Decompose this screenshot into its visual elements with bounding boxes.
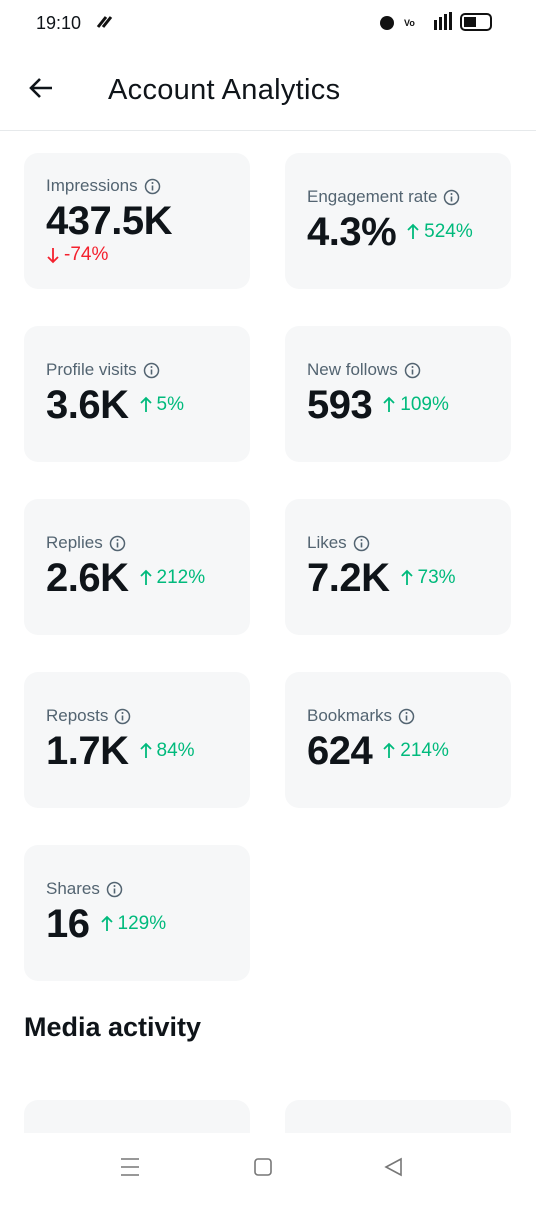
info-icon [143, 362, 159, 378]
nav-bar [0, 1133, 536, 1200]
metric-card [24, 1100, 250, 1133]
metric-row: 437.5K -74% [46, 198, 232, 266]
metric-card: Impressions 437.5K -74% [24, 153, 250, 289]
info-icon [404, 362, 420, 378]
metric-label-row: Engagement rate [307, 187, 493, 207]
trend-arrow [383, 396, 395, 412]
trend-arrow [139, 569, 152, 585]
metric-row: 7.2K 73% [307, 555, 493, 601]
metric-change-text: 5% [156, 394, 184, 415]
info-icon [109, 535, 125, 551]
metric-card: Likes 7.2K 73% [285, 499, 511, 635]
metric-label-row: Bookmarks [307, 706, 493, 726]
trend-arrow [47, 248, 59, 264]
metric-card: Profile visits 3.6K 5% [24, 326, 250, 462]
metric-card: Reposts 1.7K 84% [24, 672, 250, 808]
info-icon [115, 708, 131, 724]
metric-label: Replies [46, 533, 103, 552]
metric-row: 4.3% 524% [307, 209, 493, 255]
metric-card [285, 1100, 511, 1133]
info-icon [144, 178, 160, 194]
metric-value: 593 [307, 383, 373, 427]
trend-arrow [100, 915, 113, 931]
status-bar: 19:10 Vo [0, 0, 536, 48]
metrics-grid: Impressions 437.5K -74% Engagement rate 4.3%… [24, 153, 512, 981]
metric-value: 16 [46, 902, 90, 946]
metric-card: New follows 593 109% [285, 326, 511, 462]
info-icon [398, 708, 415, 724]
metric-change-text: 524% [424, 221, 473, 242]
metric-change: 5% [139, 394, 184, 416]
status-time: 19:10 [36, 13, 82, 33]
metric-label-row: New follows [307, 360, 493, 380]
metric-change-text: 129% [117, 913, 167, 934]
metric-value: 624 [307, 729, 373, 773]
metric-label: Impressions [46, 176, 138, 195]
metric-row: 1.7K 84% [46, 728, 232, 774]
metric-change: -74% [46, 244, 108, 266]
metric-change: 109% [382, 394, 449, 416]
metric-card: Replies 2.6K 212% [24, 499, 250, 635]
metric-change-text: 214% [400, 740, 449, 761]
metric-row: 593 109% [307, 382, 493, 428]
metric-value: 1.7K [46, 729, 129, 773]
metric-value: 3.6K [46, 383, 129, 427]
metric-label: New follows [307, 360, 398, 379]
status-icons: Vo [96, 12, 492, 31]
metric-label: Bookmarks [307, 706, 393, 725]
metric-label: Likes [307, 533, 347, 552]
metric-change: 84% [139, 740, 195, 762]
page-title: Account Analytics [108, 74, 341, 106]
info-icon [106, 881, 123, 897]
metric-change: 73% [400, 567, 456, 589]
metric-change: 212% [139, 567, 206, 589]
metric-card: Bookmarks 624 214% [285, 672, 511, 808]
metric-card: Shares 16 129% [24, 845, 250, 981]
metric-row: 2.6K 212% [46, 555, 232, 601]
info-icon [353, 535, 369, 551]
metric-value: 2.6K [46, 556, 129, 600]
metric-change-text: 84% [156, 740, 195, 761]
metric-change: 524% [406, 221, 473, 243]
metric-value: 437.5K [46, 199, 172, 243]
back-button[interactable] [28, 76, 54, 100]
metric-change-text: -74% [64, 244, 109, 265]
svg-text:Vo: Vo [404, 18, 415, 28]
metric-label-row: Profile visits [46, 360, 232, 380]
metric-label-row: Replies [46, 533, 232, 553]
trend-arrow [139, 742, 152, 758]
trend-arrow [139, 396, 152, 412]
trend-arrow [383, 742, 395, 758]
info-icon [444, 189, 460, 205]
nav-icons [121, 1157, 402, 1177]
section-title: Media activity [24, 1012, 202, 1042]
metric-value: 4.3% [307, 210, 397, 254]
trend-arrow [407, 223, 419, 239]
metric-label: Profile visits [46, 360, 137, 379]
metric-label: Reposts [46, 706, 109, 725]
metric-row: 16 129% [46, 901, 232, 947]
metric-value: 7.2K [307, 556, 390, 600]
metric-row: 624 214% [307, 728, 493, 774]
trend-arrow [400, 569, 413, 585]
app-bar: Account Analytics [0, 48, 536, 131]
metric-label-row: Reposts [46, 706, 232, 726]
metric-label-row: Likes [307, 533, 493, 553]
metric-label: Engagement rate [307, 187, 438, 206]
metric-change: 214% [382, 740, 449, 762]
metric-change-text: 212% [156, 567, 206, 588]
metric-label: Shares [46, 879, 100, 898]
metric-card: Engagement rate 4.3% 524% [285, 153, 511, 289]
metric-label-row: Shares [46, 879, 232, 899]
metric-change-text: 109% [400, 394, 449, 415]
metric-change-text: 73% [417, 567, 456, 588]
metric-label-row: Impressions [46, 176, 232, 196]
metric-row: 3.6K 5% [46, 382, 232, 428]
metric-change: 129% [100, 913, 167, 935]
